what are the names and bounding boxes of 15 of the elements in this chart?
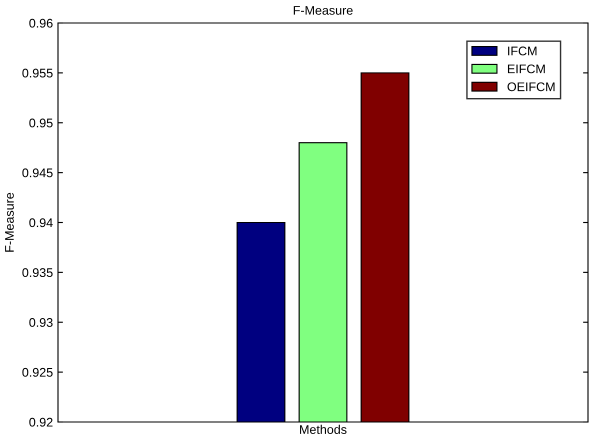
chart-title: F-Measure — [294, 6, 353, 15]
y-tick-label: 0.935 — [22, 268, 53, 278]
y-axis-title: F-Measure — [5, 192, 14, 252]
y-tick-label: 0.955 — [22, 68, 53, 78]
y-tick-label: 0.925 — [22, 368, 53, 377]
legend-label: OEIFCM — [508, 82, 555, 92]
y-tick-label: 0.95 — [29, 118, 53, 128]
y-tick-label: 0.93 — [29, 318, 53, 327]
y-tick-label: 0.945 — [22, 168, 53, 178]
legend-label: EIFCM — [508, 64, 545, 74]
y-tick-label: 0.96 — [29, 18, 53, 28]
legend-label: IFCM — [508, 46, 536, 56]
y-tick-label: 0.92 — [29, 418, 53, 427]
x-axis-title: Methods — [300, 424, 347, 434]
y-tick-label: 0.94 — [29, 218, 53, 228]
